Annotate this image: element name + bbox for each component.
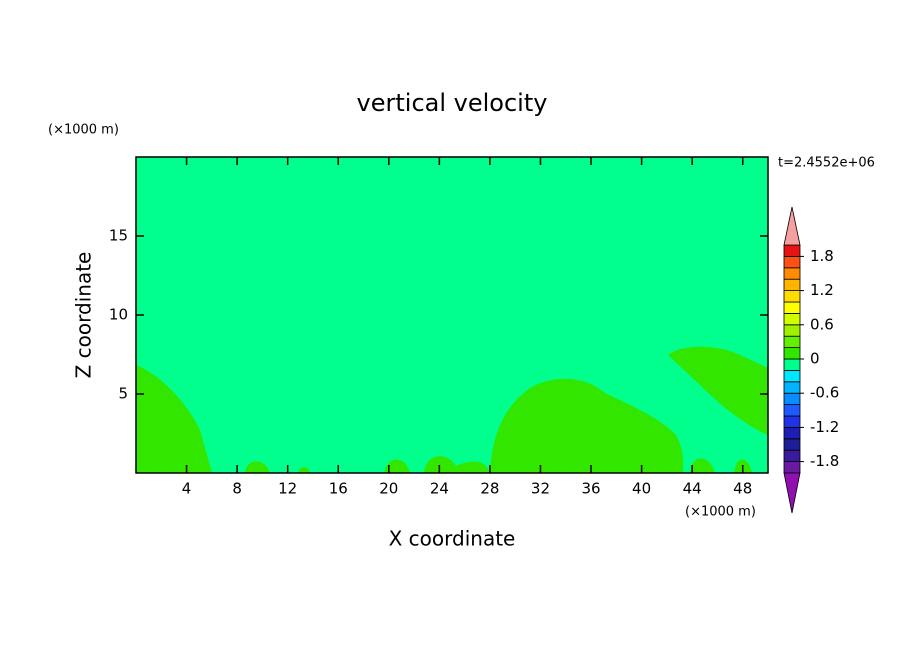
colorbar-tick-label: 1.8 xyxy=(810,247,834,265)
chart-title: vertical velocity xyxy=(357,89,548,117)
colorbar-box xyxy=(783,392,801,406)
colorbar-tick-label: 0 xyxy=(810,350,820,368)
x-tick-label: 40 xyxy=(632,480,651,498)
colorbar-box xyxy=(783,358,801,371)
x-tick-label: 4 xyxy=(182,480,192,498)
colorbar-box xyxy=(783,404,801,417)
colorbar-box xyxy=(783,369,801,383)
colorbar-box xyxy=(783,335,801,349)
x-tick-label: 20 xyxy=(379,480,398,498)
colorbar-box xyxy=(783,278,801,292)
contour-region xyxy=(490,378,684,473)
colorbar-tick-label: 0.6 xyxy=(810,315,834,333)
colorbar-box xyxy=(783,381,801,394)
time-label: t=2.4552e+06 xyxy=(778,156,875,171)
colorbar-box xyxy=(783,415,801,428)
colorbar-box xyxy=(783,347,801,360)
contour-region xyxy=(384,459,410,473)
colorbar-box xyxy=(783,461,801,474)
colorbar-over xyxy=(783,206,801,246)
x-tick-label: 16 xyxy=(329,480,348,498)
contour-region xyxy=(690,458,715,473)
colorbar-box xyxy=(783,267,801,280)
contour-region xyxy=(245,461,270,473)
colorbar-box xyxy=(783,449,801,463)
field-background xyxy=(136,157,768,473)
y-tick-label: 15 xyxy=(109,227,128,245)
x-tick-label: 44 xyxy=(683,480,702,498)
colorbar-tick-label: -1.8 xyxy=(810,452,839,470)
x-tick-label: 48 xyxy=(733,480,752,498)
contour-region xyxy=(424,456,490,473)
colorbar-box xyxy=(783,301,801,314)
colorbar-box xyxy=(783,244,801,257)
x-tick-label: 28 xyxy=(480,480,499,498)
y-tick-label: 10 xyxy=(109,306,128,324)
x-tick-label: 32 xyxy=(531,480,550,498)
colorbar-tick-label: -0.6 xyxy=(810,384,839,402)
contour-regions xyxy=(136,346,768,473)
contour-region xyxy=(668,346,768,435)
y-unit: (×1000 m) xyxy=(48,123,119,138)
colorbar-box xyxy=(783,438,801,451)
contour-region xyxy=(298,467,310,473)
colorbar-box xyxy=(783,426,801,440)
colorbar-tick-label: 1.2 xyxy=(810,281,834,299)
y-axis-label: Z coordinate xyxy=(72,252,96,379)
y-tick-label: 5 xyxy=(118,385,128,403)
colorbar-box xyxy=(783,290,801,303)
colorbar-box xyxy=(783,255,801,269)
x-tick-label: 8 xyxy=(232,480,242,498)
contour-region xyxy=(136,365,212,473)
colorbar-box xyxy=(783,324,801,337)
x-tick-label: 24 xyxy=(430,480,449,498)
x-tick-label: 36 xyxy=(581,480,600,498)
colorbar-tick-label: -1.2 xyxy=(810,418,839,436)
x-axis-label: X coordinate xyxy=(389,527,516,551)
x-tick-label: 12 xyxy=(278,480,297,498)
x-unit: (×1000 m) xyxy=(685,505,756,520)
plot-frame xyxy=(135,156,769,474)
colorbar-box xyxy=(783,312,801,326)
colorbar-under xyxy=(783,472,801,514)
